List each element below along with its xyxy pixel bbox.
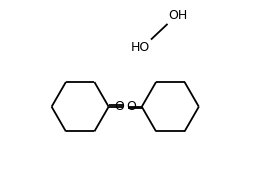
Text: O: O <box>127 100 136 113</box>
Text: O: O <box>114 100 124 113</box>
Text: OH: OH <box>168 9 188 22</box>
Text: HO: HO <box>131 41 150 54</box>
